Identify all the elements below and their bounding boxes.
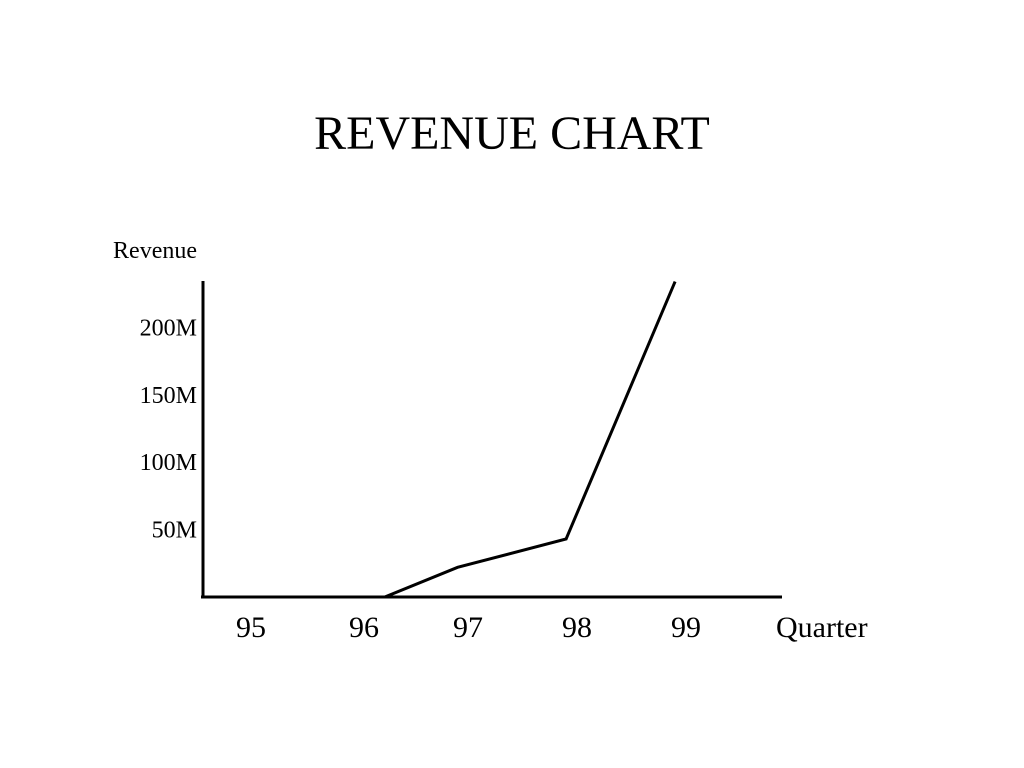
y-tick-label: 100M <box>140 450 197 476</box>
chart-axes <box>201 281 782 599</box>
x-tick-label: 98 <box>562 611 592 644</box>
x-tick-label: 99 <box>671 611 701 644</box>
y-tick-label: 50M <box>152 518 197 544</box>
series-layer <box>330 281 677 599</box>
y-tick-labels: 50M 100M 150M 200M <box>140 315 197 543</box>
x-tick-label: 97 <box>453 611 483 644</box>
x-axis-label: Quarter <box>776 611 868 644</box>
y-tick-label: 200M <box>140 315 197 341</box>
revenue-series-line <box>330 281 677 599</box>
x-tick-label: 95 <box>236 611 266 644</box>
x-tick-label: 96 <box>349 611 379 644</box>
chart-title: REVENUE CHART <box>314 107 710 160</box>
y-axis-label: Revenue <box>113 238 197 264</box>
x-tick-labels: 95 96 97 98 99 <box>236 611 701 644</box>
y-tick-label: 150M <box>140 383 197 409</box>
